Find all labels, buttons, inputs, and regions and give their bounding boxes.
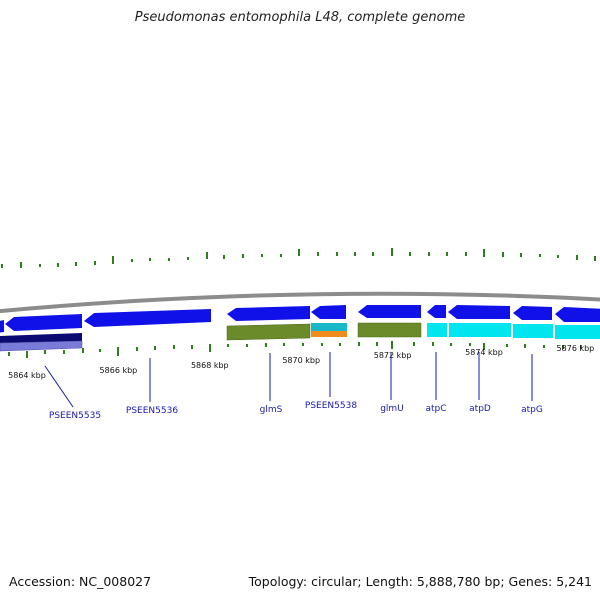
cds-forward-row: [0, 305, 600, 333]
cds-arrow-psee5536[interactable]: [84, 309, 211, 327]
genome-summary-text: Topology: circular; Length: 5,888,780 bp…: [248, 574, 592, 589]
gene-label[interactable]: glmU: [380, 404, 404, 414]
feature-dark-blue[interactable]: [0, 333, 82, 343]
genome-backbone: [0, 291, 600, 314]
cds-arrow-glmu[interactable]: [358, 305, 421, 318]
cds-arrow-psee5538[interactable]: [311, 305, 346, 319]
scale-tick-label: 5870 kbp: [282, 356, 320, 365]
scale-tick-label: 5872 kbp: [374, 351, 412, 360]
feature-atpa-cyan[interactable]: [555, 325, 600, 339]
gc-content-ticks-top: [1, 248, 596, 268]
gene-label[interactable]: atpC: [425, 404, 446, 414]
feature-psee5538-orange[interactable]: [311, 331, 347, 337]
cds-arrow-1[interactable]: [0, 320, 4, 333]
gene-label[interactable]: atpG: [521, 405, 543, 415]
feature-psee5538-teal[interactable]: [311, 323, 347, 331]
map-title: Pseudomonas entomophila L48, complete ge…: [134, 10, 466, 25]
feature-light-blue[interactable]: [0, 340, 83, 352]
feature-glms-olive[interactable]: [226, 323, 311, 341]
feature-atpd-cyan[interactable]: [449, 323, 511, 337]
gene-label[interactable]: PSEEN5538: [305, 401, 357, 411]
gene-labels: PSEEN5535 PSEEN5536 glmS PSEEN5538 glmU atpC a…: [44, 352, 543, 421]
gene-label[interactable]: PSEEN5535: [49, 411, 101, 421]
gene-leader-line: [44, 365, 74, 408]
feature-atpg-cyan[interactable]: [513, 324, 553, 338]
cds-arrow-atpd[interactable]: [448, 305, 510, 319]
cds-arrow-atpc[interactable]: [427, 305, 446, 318]
cds-arrow-psee5535[interactable]: [5, 314, 82, 331]
feature-atpc-cyan[interactable]: [427, 323, 447, 337]
scale-tick-label: 5874 kbp: [465, 348, 503, 357]
accession-text: Accession: NC_008027: [9, 574, 152, 589]
scale-tick-label: 5868 kbp: [191, 361, 229, 370]
gene-label[interactable]: atpD: [469, 404, 491, 414]
gc-content-ticks-bottom: [8, 341, 582, 358]
cds-arrow-glms[interactable]: [227, 306, 310, 321]
gene-label[interactable]: glmS: [260, 405, 283, 415]
gene-label[interactable]: PSEEN5536: [126, 406, 178, 416]
scale-tick-label: 5864 kbp: [8, 371, 46, 380]
feature-row-lower: [0, 322, 600, 352]
cds-arrow-atpg[interactable]: [513, 306, 552, 320]
scale-labels: 5864 kbp 5866 kbp 5868 kbp 5870 kbp 5872 kbp…: [8, 344, 594, 380]
scale-tick-label: 5866 kbp: [100, 366, 138, 375]
scale-tick-label: 5876 kbp: [557, 344, 595, 353]
feature-glmu-olive[interactable]: [357, 322, 422, 338]
cds-arrow-atpa[interactable]: [555, 307, 600, 322]
